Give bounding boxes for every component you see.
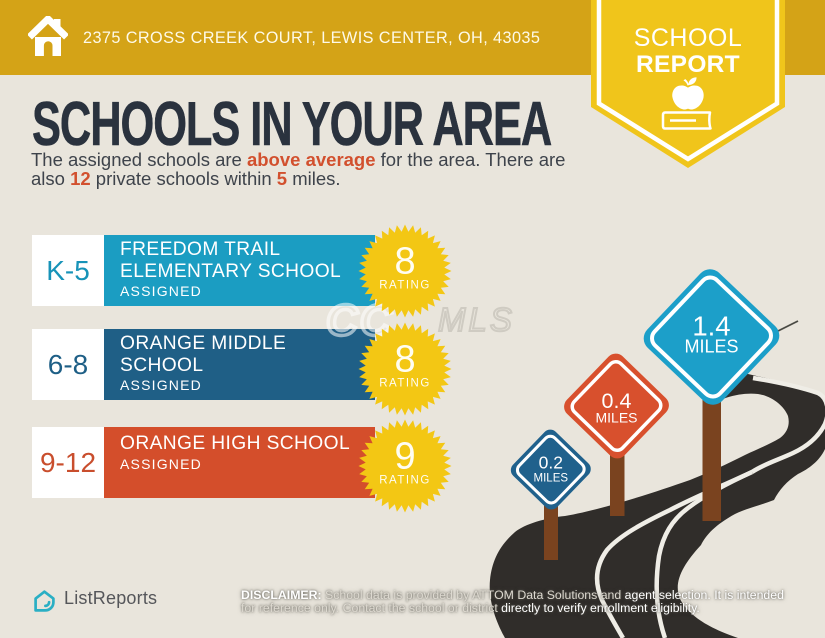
- svg-text:MILES: MILES: [684, 337, 738, 357]
- svg-text:SCHOOL: SCHOOL: [634, 24, 743, 52]
- svg-text:8: 8: [394, 338, 415, 380]
- svg-text:RATING: RATING: [379, 475, 431, 487]
- svg-text:0.4: 0.4: [602, 389, 632, 413]
- svg-text:9: 9: [394, 436, 415, 478]
- svg-text:0.2: 0.2: [539, 453, 563, 473]
- svg-text:MILES: MILES: [595, 410, 637, 426]
- svg-text:MILES: MILES: [534, 473, 569, 485]
- svg-text:RATING: RATING: [379, 279, 431, 291]
- svg-text:8: 8: [394, 240, 415, 282]
- svg-text:1.4: 1.4: [692, 311, 730, 342]
- svg-text:REPORT: REPORT: [636, 51, 740, 78]
- svg-text:RATING: RATING: [379, 377, 431, 389]
